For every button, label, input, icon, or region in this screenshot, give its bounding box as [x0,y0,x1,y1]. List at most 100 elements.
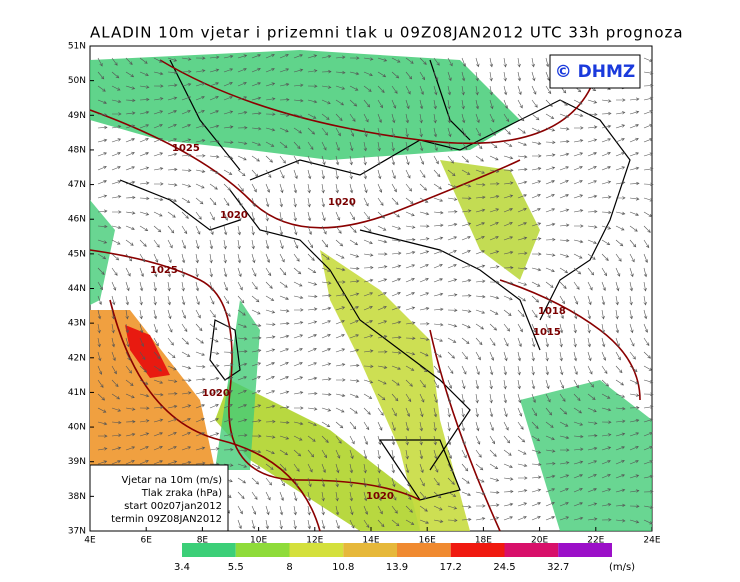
wind-arrow [349,319,359,325]
wind-arrow [279,169,285,179]
wind-arrow [335,70,346,75]
wind-arrow [531,379,536,390]
colorbar-swatch [235,543,290,557]
wind-arrow [97,407,107,413]
wind-arrow [461,351,468,360]
wind-arrow [307,54,318,59]
wind-arrow [195,267,199,278]
colorbar-label: 5.5 [228,562,244,573]
wind-arrow [573,421,584,426]
wind-arrow [279,463,287,471]
wind-arrow [209,155,220,159]
wind-arrow [223,418,234,423]
wind-arrow [321,197,325,208]
wind-arrow [461,127,466,137]
wind-arrow [559,323,564,334]
wind-arrow [419,491,427,500]
wind-arrow [405,155,410,166]
wind-arrow [125,407,136,411]
wind-arrow [209,55,220,59]
wind-arrow [629,445,639,451]
wind-arrow [279,155,286,164]
wind-arrow [405,169,411,179]
wind-arrow [293,376,304,381]
wind-arrow [335,225,342,234]
wind-arrow [209,309,216,318]
wind-arrow [601,210,612,215]
wind-arrow [237,211,242,222]
wind-arrow [97,165,107,171]
wind-arrow [433,141,438,152]
lat-label: 49N [68,111,86,121]
wind-arrow [531,180,542,185]
wind-arrow [377,85,385,93]
wind-arrow [111,138,122,143]
wind-arrow [573,516,584,521]
wind-arrow [643,182,654,187]
wind-arrow [461,278,472,283]
wind-arrow [517,309,525,318]
wind-arrow [97,295,102,305]
wind-arrow [139,181,150,185]
wind-arrow [433,449,438,460]
wind-arrow [587,407,597,413]
wind-arrow [433,379,439,389]
wind-arrow [167,351,176,359]
wind-arrow [518,476,528,480]
legend-line: Tlak zraka (hPa) [141,488,222,499]
wind-arrow [559,194,569,199]
wind-arrow [531,252,542,256]
wind-arrow [503,71,507,82]
lon-label: 24E [643,536,660,546]
wind-arrow [573,267,582,275]
wind-arrow [125,211,136,215]
wind-arrow [251,267,257,277]
wind-arrow [363,421,370,431]
wind-arrow [461,421,466,432]
wind-arrow [405,238,416,242]
wind-arrow [209,197,217,206]
wind-arrow [112,210,122,214]
wind-arrow [195,56,206,60]
wind-arrow [195,82,206,87]
wind-arrow [405,127,409,138]
wind-arrow [643,432,653,437]
wind-arrow [293,519,297,530]
wind-arrow [293,421,304,426]
wind-arrow [237,183,244,192]
wind-arrow [419,224,430,228]
wind-arrow [307,183,311,194]
wind-arrow [559,393,566,402]
wind-arrow [615,488,626,493]
wind-arrow [447,505,458,510]
wind-arrow [223,295,230,305]
wind-arrow [223,125,234,129]
wind-arrow [251,434,262,438]
wind-arrow [475,421,480,432]
wind-arrow [419,292,430,297]
colorbar-swatch [343,543,397,557]
wind-arrow [643,505,654,509]
wind-arrow [321,491,325,502]
lon-label: 6E [140,536,152,546]
wind-arrow [293,295,304,300]
wind-arrow [181,365,192,370]
wind-arrow [447,197,458,201]
wind-arrow [545,281,554,288]
wind-arrow [531,462,542,467]
legend-box [89,464,229,532]
wind-arrow [615,124,626,129]
wind-arrow [559,407,568,415]
wind-arrow [391,127,395,138]
wind-arrow [363,127,368,138]
wind-arrow [629,474,640,479]
wind-arrow [643,474,654,479]
wind-arrow [279,491,284,501]
wind-arrow [307,211,312,222]
wind-arrow [587,421,598,425]
wind-arrow [293,477,299,487]
wind-arrow [139,351,146,361]
wind-arrow [265,404,276,409]
wind-arrow [559,474,570,479]
legend-line: start 00z07jan2012 [124,501,222,512]
